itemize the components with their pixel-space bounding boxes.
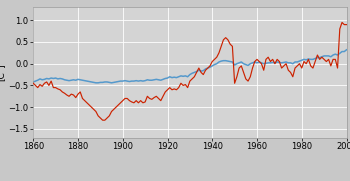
Temperaturmittel der Erde — [300, 59, 304, 61]
Temperaturmittel der Alpen — [344, 24, 349, 26]
Temperaturmittel der Erde — [344, 49, 349, 51]
Temperaturmittel der Erde — [49, 77, 53, 79]
Temperaturmittel der Erde — [136, 80, 140, 82]
Line: Temperaturmittel der Alpen: Temperaturmittel der Alpen — [33, 22, 346, 120]
Temperaturmittel der Erde — [31, 81, 35, 83]
Temperaturmittel der Alpen — [340, 21, 344, 24]
Temperaturmittel der Erde — [306, 58, 310, 60]
Temperaturmittel der Alpen — [331, 58, 335, 60]
Y-axis label: [C°]: [C°] — [0, 64, 6, 81]
Line: Temperaturmittel der Erde: Temperaturmittel der Erde — [33, 50, 346, 83]
Temperaturmittel der Erde — [33, 80, 37, 82]
Temperaturmittel der Alpen — [300, 67, 304, 69]
Temperaturmittel der Alpen — [33, 84, 37, 87]
Temperaturmittel der Alpen — [100, 119, 105, 121]
Temperaturmittel der Erde — [331, 54, 335, 56]
Temperaturmittel der Erde — [94, 82, 98, 84]
Temperaturmittel der Alpen — [31, 82, 35, 84]
Temperaturmittel der Alpen — [49, 80, 53, 82]
Temperaturmittel der Alpen — [306, 58, 310, 60]
Temperaturmittel der Alpen — [136, 102, 140, 104]
